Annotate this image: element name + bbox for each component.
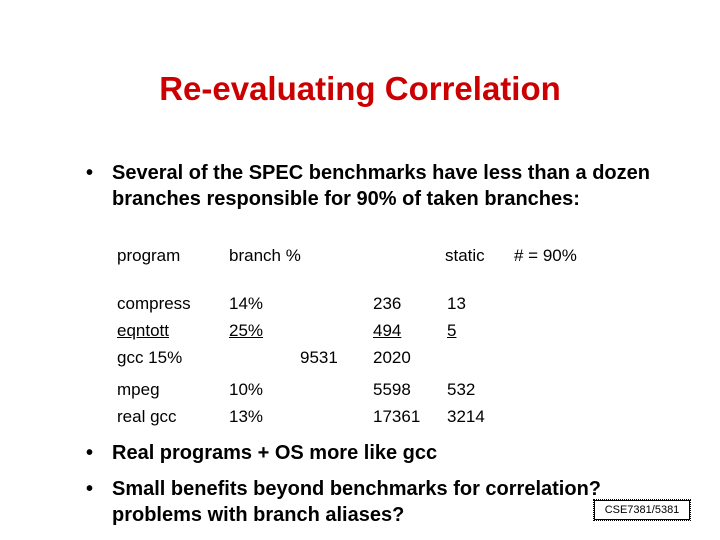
bullet-marker: • [86,478,94,500]
row-eqntott-static: 494 [373,321,402,340]
row-realgcc-branch: 13% [229,407,264,426]
bullet-1: • Several of the SPEC benchmarks have le… [86,160,666,212]
slide-title: Re-evaluating Correlation [159,70,561,107]
row-realgcc-static: 17361 [373,407,421,426]
bullet-text: Real programs + OS more like gcc [112,442,438,464]
row-realgcc-n90: 3214 [447,407,485,426]
row-compress-n90: 13 [447,294,466,313]
row-compress-program: compress [117,294,191,313]
row-gcc-static: 2020 [373,348,411,367]
row-eqntott-program: eqntott [117,321,169,340]
row-eqntott-n90: 5 [447,321,457,340]
course-footer: CSE7381/5381 [593,499,691,521]
bullet-marker: • [86,162,94,184]
header-count-90: # = 90% [514,246,577,265]
bullet-marker: • [86,442,94,464]
row-gcc-program: gcc 15% [117,348,183,367]
row-gcc-branch: 9531 [300,348,338,367]
row-mpeg-n90: 532 [447,380,476,399]
header-branch-percent: branch % [229,246,301,265]
row-mpeg-static: 5598 [373,380,411,399]
header-static: static [445,246,485,265]
row-mpeg-program: mpeg [117,380,160,399]
row-mpeg-branch: 10% [229,380,264,399]
row-compress-static: 236 [373,294,402,313]
bullet-2: • Real programs + OS more like gcc [86,440,686,466]
row-eqntott-branch: 25% [229,321,264,340]
row-compress-branch: 14% [229,294,264,313]
bullet-3: • Small benefits beyond benchmarks for c… [86,476,686,528]
bullet-text: Small benefits beyond benchmarks for cor… [112,478,602,526]
bullet-text: Several of the SPEC benchmarks have less… [112,162,650,210]
row-realgcc-program: real gcc [117,407,177,426]
header-program: program [117,246,181,265]
